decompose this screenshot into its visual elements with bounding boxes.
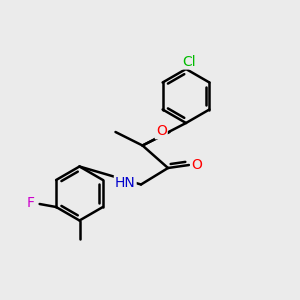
Text: Cl: Cl: [182, 55, 196, 68]
Text: O: O: [191, 158, 202, 172]
Text: F: F: [27, 196, 35, 210]
Text: HN: HN: [115, 176, 136, 190]
Text: O: O: [156, 124, 167, 138]
